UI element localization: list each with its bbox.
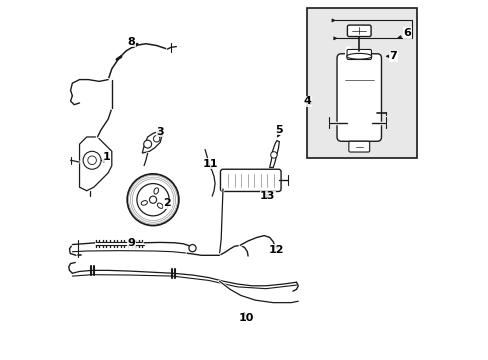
Circle shape bbox=[88, 156, 96, 165]
Circle shape bbox=[153, 135, 160, 142]
Ellipse shape bbox=[154, 188, 158, 194]
Circle shape bbox=[149, 196, 156, 203]
Circle shape bbox=[270, 152, 277, 158]
Text: 1: 1 bbox=[102, 152, 110, 162]
FancyBboxPatch shape bbox=[348, 141, 369, 152]
FancyBboxPatch shape bbox=[220, 169, 281, 192]
Circle shape bbox=[137, 184, 169, 216]
Text: 10: 10 bbox=[238, 313, 253, 323]
Bar bbox=[306, 8, 416, 158]
Polygon shape bbox=[80, 137, 112, 191]
Text: 11: 11 bbox=[202, 159, 218, 169]
FancyBboxPatch shape bbox=[336, 54, 381, 141]
Text: 9: 9 bbox=[127, 238, 135, 248]
Polygon shape bbox=[142, 132, 162, 153]
Text: 13: 13 bbox=[260, 191, 275, 201]
FancyBboxPatch shape bbox=[346, 49, 371, 59]
Text: 6: 6 bbox=[403, 28, 411, 38]
Circle shape bbox=[188, 244, 196, 252]
Ellipse shape bbox=[141, 201, 147, 205]
Text: 8: 8 bbox=[127, 37, 135, 47]
Circle shape bbox=[127, 174, 179, 226]
Circle shape bbox=[83, 151, 101, 169]
Text: 5: 5 bbox=[274, 125, 282, 135]
Ellipse shape bbox=[346, 53, 371, 59]
Text: 3: 3 bbox=[156, 127, 163, 136]
Ellipse shape bbox=[157, 203, 163, 208]
Polygon shape bbox=[269, 140, 279, 167]
Text: 2: 2 bbox=[163, 198, 171, 208]
Text: 7: 7 bbox=[388, 51, 396, 61]
Text: 4: 4 bbox=[303, 96, 310, 106]
FancyBboxPatch shape bbox=[346, 25, 370, 37]
Circle shape bbox=[143, 140, 151, 148]
Text: 12: 12 bbox=[268, 245, 284, 255]
